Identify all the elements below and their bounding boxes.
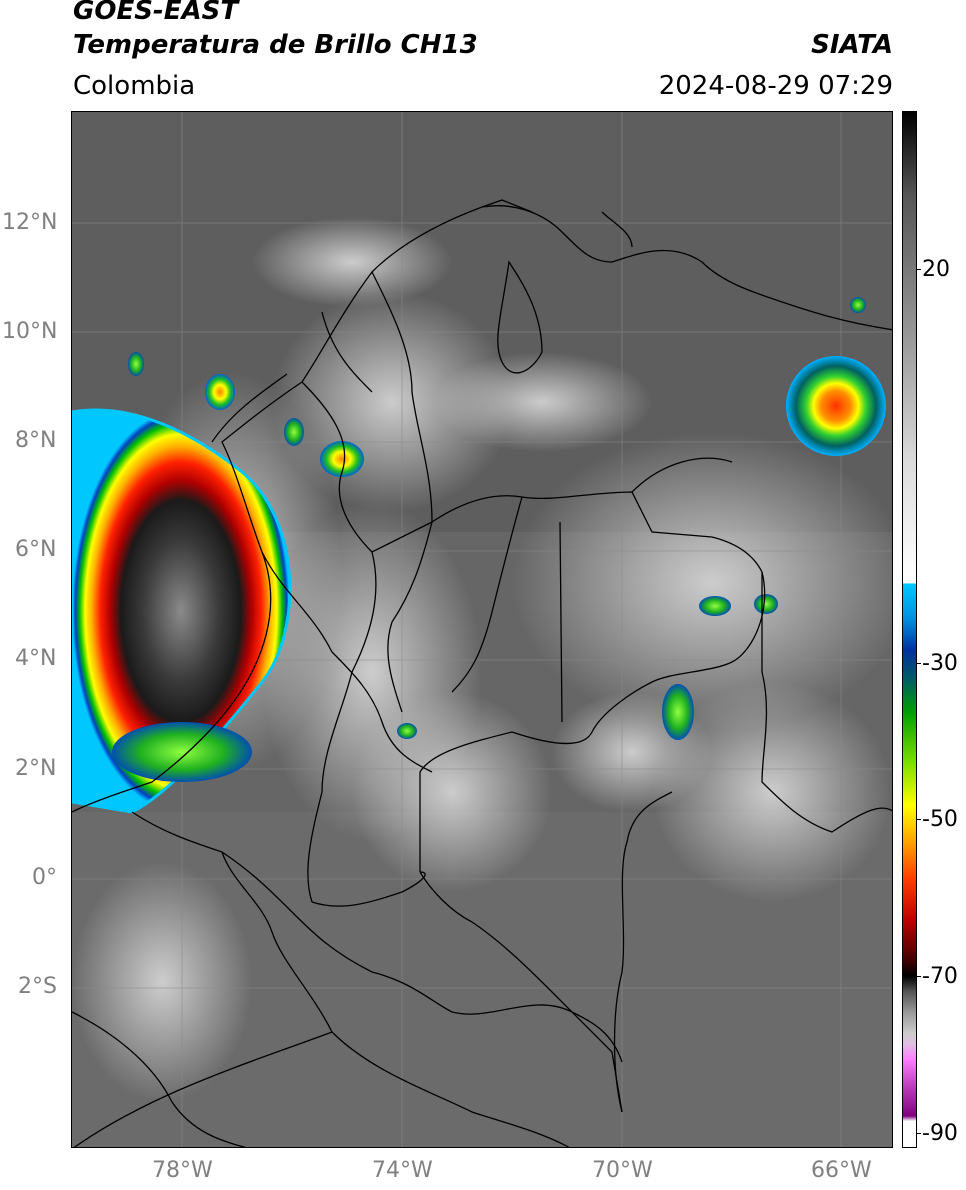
agency-label: SIATA [811,30,893,60]
lat-label: 12°N [2,210,58,235]
convective-cells [72,297,886,814]
colorbar-label: -90 [916,1121,958,1146]
lat-label: 6°N [15,537,57,562]
lat-label: 2°N [15,756,57,781]
lon-label: 70°W [592,1158,653,1183]
colorbar-label: -30 [916,651,958,676]
lat-label: 0° [32,865,57,890]
lat-label: 10°N [2,319,58,344]
lon-label: 78°W [152,1158,213,1183]
political-boundaries [72,199,892,1147]
datetime-label: 2024-08-29 07:29 [658,71,893,101]
colorbar-label: -50 [916,807,958,832]
colorbar-label: 20 [916,257,950,282]
temperature-colorbar [902,111,917,1148]
lat-label: 2°S [18,974,57,999]
region-label: Colombia [73,71,196,101]
lat-label: 4°N [15,646,57,671]
product-title: Temperatura de Brillo CH13 [73,30,478,60]
lon-label: 66°W [811,1158,872,1183]
colorbar-label: -70 [916,964,958,989]
satellite-map[interactable] [71,111,893,1148]
satellite-title: GOES-EAST [73,0,239,26]
lat-label: 8°N [15,428,57,453]
lon-label: 74°W [372,1158,433,1183]
